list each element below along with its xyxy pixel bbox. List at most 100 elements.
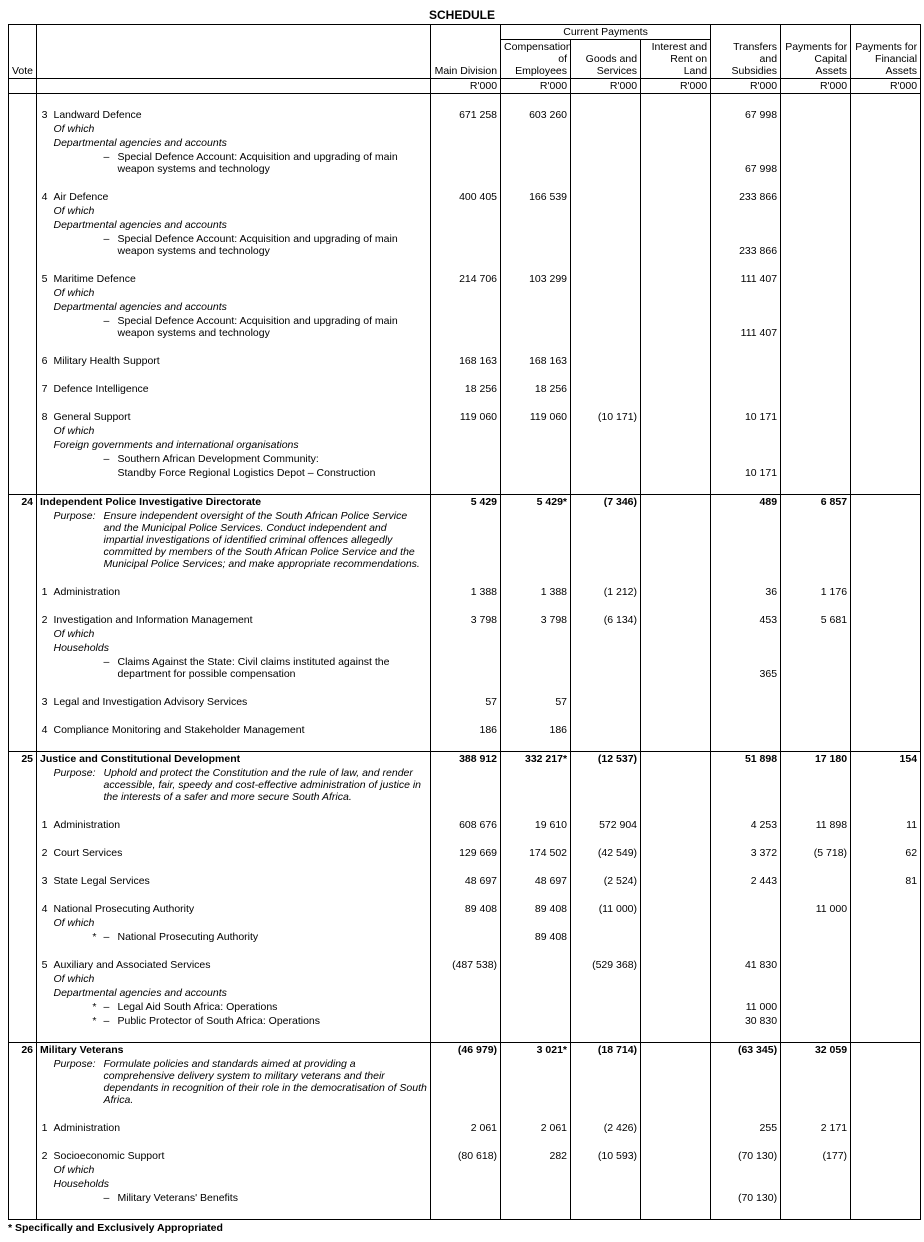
value-cell [571,314,641,340]
value-cell: 10 171 [711,466,781,480]
value-cell: 11 [851,818,921,832]
value-cell [571,641,641,655]
value-cell: (6 134) [571,613,641,627]
value-cell [431,1191,501,1205]
value-cell [501,314,571,340]
value-cell: 6 857 [781,495,851,509]
value-cell [781,354,851,368]
value-cell [431,986,501,1000]
value-cell [781,723,851,737]
value-cell [431,122,501,136]
value-cell [501,122,571,136]
value-cell: 233 866 [711,232,781,258]
of-which: Of which [51,122,431,136]
sub-heading: Departmental agencies and accounts [51,136,431,150]
value-cell [641,150,711,176]
value-cell: 67 998 [711,108,781,122]
value-cell [501,150,571,176]
vote-title: Independent Police Investigative Directo… [37,495,431,509]
value-cell: 41 830 [711,958,781,972]
value-cell [711,930,781,944]
value-cell [851,495,921,509]
value-cell [501,972,571,986]
hdr-comp-employees: Compensation of Employees [501,40,571,79]
value-cell [711,382,781,396]
value-cell [431,655,501,681]
value-cell [641,641,711,655]
value-cell [781,1191,851,1205]
value-cell [781,382,851,396]
value-cell [781,150,851,176]
of-which: Of which [51,424,431,438]
value-cell [641,1121,711,1135]
value-cell [781,766,851,804]
value-cell [501,1057,571,1107]
value-cell [571,766,641,804]
of-which: Of which [51,627,431,641]
value-cell [571,108,641,122]
value-cell [711,286,781,300]
value-cell [641,902,711,916]
value-cell [571,930,641,944]
value-cell: 2 443 [711,874,781,888]
value-cell: 2 061 [431,1121,501,1135]
value-cell [781,509,851,571]
value-cell: 17 180 [781,752,851,766]
value-cell [641,846,711,860]
of-which: Of which [51,916,431,930]
value-cell [641,1177,711,1191]
value-cell: 119 060 [501,410,571,424]
programme-name: General Support [51,410,431,424]
value-cell [851,354,921,368]
detail-line: National Prosecuting Authority [115,930,431,944]
value-cell [711,723,781,737]
programme-name: Legal and Investigation Advisory Service… [51,695,431,709]
value-cell [711,122,781,136]
programme-name: Maritime Defence [51,272,431,286]
value-cell: 89 408 [501,902,571,916]
value-cell [501,1163,571,1177]
value-cell [851,190,921,204]
value-cell [571,204,641,218]
value-cell: 2 171 [781,1121,851,1135]
value-cell [851,972,921,986]
value-cell [571,986,641,1000]
hdr-unit: R'000 [711,79,781,94]
value-cell [641,930,711,944]
value-cell: 388 912 [431,752,501,766]
value-cell [431,1177,501,1191]
value-cell [641,272,711,286]
value-cell [851,916,921,930]
hdr-unit: R'000 [501,79,571,94]
value-cell [781,108,851,122]
programme-name: Defence Intelligence [51,382,431,396]
value-cell: 111 407 [711,314,781,340]
sub-heading: Departmental agencies and accounts [51,300,431,314]
value-cell: 57 [431,695,501,709]
programme-name: Investigation and Information Management [51,613,431,627]
hdr-interest-rent: Interest and Rent on Land [641,40,711,79]
purpose-text: Uphold and protect the Constitution and … [101,766,431,804]
value-cell [641,410,711,424]
value-cell [641,818,711,832]
value-cell: (80 618) [431,1149,501,1163]
value-cell: (177) [781,1149,851,1163]
value-cell [851,1177,921,1191]
programme-number: 1 [37,585,51,599]
value-cell [711,972,781,986]
value-cell [851,958,921,972]
programme-number: 8 [37,410,51,424]
value-cell [501,1014,571,1028]
value-cell: 5 681 [781,613,851,627]
value-cell [571,723,641,737]
purpose-label: Purpose: [51,766,101,804]
value-cell [571,382,641,396]
value-cell [851,613,921,627]
value-cell: 67 998 [711,150,781,176]
value-cell [781,204,851,218]
value-cell [431,452,501,466]
value-cell [501,452,571,466]
value-cell: 2 061 [501,1121,571,1135]
value-cell [641,1191,711,1205]
value-cell [571,509,641,571]
